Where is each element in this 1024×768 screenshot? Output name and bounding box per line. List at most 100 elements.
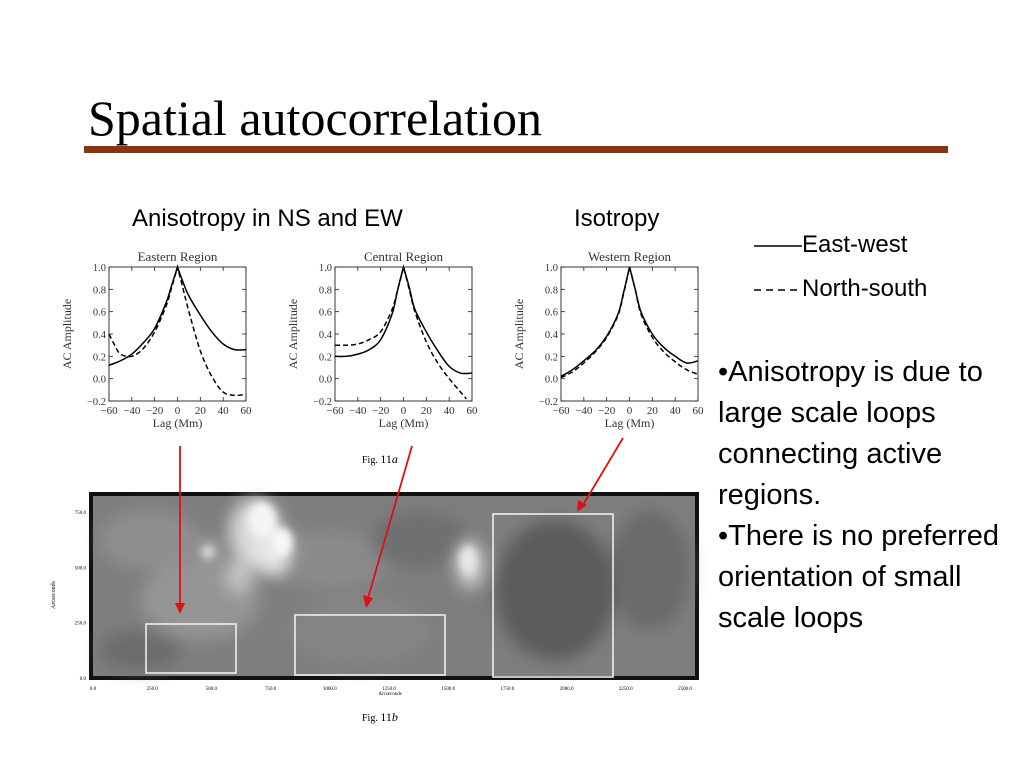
legend-east-west: East-west bbox=[752, 231, 907, 259]
bullet-list: •Anisotropy is due to large scale loops … bbox=[718, 352, 1022, 639]
north-south-series-line bbox=[560, 266, 699, 379]
image-x-tick-label: 2000.0 bbox=[560, 687, 574, 692]
solid-line-swatch bbox=[754, 244, 802, 247]
autocorrelation-chart: Western Region −60 −40 −20 0 20 40 60 −0.2 0.0 0.2… bbox=[512, 249, 704, 430]
image-y-tick-label: 250.0 bbox=[75, 622, 87, 627]
image-x-axis-title: Arcseconds bbox=[378, 692, 401, 697]
autocorrelation-chart: Eastern Region −60 −40 −20 0 20 40 60 −0.2 0.0 0.2… bbox=[60, 249, 252, 430]
image-y-axis-title: Arcseconds bbox=[51, 580, 57, 609]
plot-frame bbox=[560, 266, 699, 402]
dashed-line-swatch bbox=[754, 288, 802, 291]
x-tick-label: −60 bbox=[100, 405, 118, 417]
y-tick-label: 0.2 bbox=[93, 352, 106, 363]
image-y-tick-label: 500.0 bbox=[75, 566, 87, 571]
western-region-box bbox=[492, 513, 614, 678]
east-west-series-line bbox=[108, 264, 247, 366]
x-tick-label: 20 bbox=[647, 405, 659, 417]
image-y-tick-label: 750.0 bbox=[75, 511, 87, 516]
y-axis-title: AC Amplitude bbox=[60, 299, 74, 369]
eastern-region-box bbox=[145, 623, 237, 674]
slide-title: Spatial autocorrelation bbox=[88, 90, 543, 146]
x-tick-label: 60 bbox=[467, 405, 479, 417]
chart-title: Central Region bbox=[364, 249, 444, 264]
y-tick-label: 1.0 bbox=[319, 263, 332, 274]
y-tick-label: −0.2 bbox=[539, 397, 558, 408]
y-tick-label: 0.6 bbox=[93, 308, 106, 319]
figure-label-number: 11 bbox=[380, 710, 392, 724]
y-tick-label: 0.6 bbox=[545, 308, 558, 319]
x-tick-label: 0 bbox=[401, 405, 407, 417]
x-axis-title: Lag (Mm) bbox=[605, 416, 655, 430]
x-tick-label: 20 bbox=[195, 405, 207, 417]
y-axis-title: AC Amplitude bbox=[512, 299, 526, 369]
y-tick-label: 0.8 bbox=[545, 285, 558, 296]
x-tick-label: 20 bbox=[421, 405, 433, 417]
image-x-tick-label: 1250.0 bbox=[382, 687, 396, 692]
figure-label-prefix: Fig. bbox=[362, 713, 381, 724]
x-tick-label: 60 bbox=[693, 405, 705, 417]
y-tick-label: 0.4 bbox=[545, 330, 559, 341]
x-tick-label: −20 bbox=[372, 405, 390, 417]
east-west-series-line bbox=[560, 266, 699, 378]
bullet-item: •Anisotropy is due to large scale loops … bbox=[718, 356, 983, 511]
x-tick-label: 40 bbox=[218, 405, 230, 417]
east-west-series-line bbox=[334, 264, 473, 375]
y-tick-label: 1.0 bbox=[93, 263, 106, 274]
y-tick-label: 1.0 bbox=[545, 263, 558, 274]
y-tick-label: −0.2 bbox=[313, 397, 332, 408]
image-axis-ticks: 0.0 250.0 500.0 750.0 1000.0 1250.0 1500.0 1750… bbox=[75, 511, 693, 692]
x-tick-label: 60 bbox=[241, 405, 253, 417]
plot-frame bbox=[108, 266, 247, 402]
image-x-tick-label: 500.0 bbox=[206, 687, 218, 692]
isotropy-caption: Isotropy bbox=[574, 205, 660, 232]
image-x-tick-label: 750.0 bbox=[265, 687, 277, 692]
image-x-tick-label: 2500.0 bbox=[678, 687, 692, 692]
north-south-series-line bbox=[334, 266, 467, 400]
image-x-tick-label: 250.0 bbox=[147, 687, 159, 692]
x-tick-label: −60 bbox=[326, 405, 344, 417]
bullet-item: •There is no preferred orientation of sm… bbox=[718, 520, 999, 634]
figure-11a-label: Fig. 11a bbox=[362, 452, 398, 467]
figure-label-suffix: b bbox=[391, 710, 398, 724]
image-x-tick-label: 2250.0 bbox=[619, 687, 633, 692]
y-tick-label: 0.8 bbox=[93, 285, 106, 296]
image-x-tick-label: 1000.0 bbox=[323, 687, 337, 692]
x-tick-label: 40 bbox=[444, 405, 456, 417]
y-tick-label: 0.2 bbox=[319, 352, 332, 363]
y-tick-label: 0.0 bbox=[93, 375, 106, 386]
figure-label-prefix: Fig. bbox=[362, 455, 381, 466]
image-x-tick-label: 1750.0 bbox=[501, 687, 515, 692]
y-axis-title: AC Amplitude bbox=[286, 299, 300, 369]
central-region-box bbox=[294, 614, 446, 676]
y-tick-label: 0.2 bbox=[545, 352, 558, 363]
x-tick-label: −40 bbox=[123, 405, 141, 417]
x-tick-label: 0 bbox=[175, 405, 181, 417]
north-south-series-line bbox=[108, 264, 247, 397]
solar-image-panel: Arcseconds Arcseconds 0.0 250.0 500.0 750.0… bbox=[51, 492, 699, 697]
y-tick-label: 0.0 bbox=[545, 375, 558, 386]
x-axis-title: Lag (Mm) bbox=[379, 416, 429, 430]
x-tick-label: −20 bbox=[146, 405, 164, 417]
title-rule bbox=[84, 146, 948, 153]
figure-label-number: 11 bbox=[380, 452, 392, 466]
x-tick-label: −40 bbox=[349, 405, 367, 417]
image-x-tick-label: 0.0 bbox=[90, 687, 97, 692]
x-axis-title: Lag (Mm) bbox=[153, 416, 203, 430]
autocorrelation-charts: Eastern Region −60 −40 −20 0 20 40 60 −0.2 0.0 0.2… bbox=[60, 249, 704, 430]
legend-east-west-label: East-west bbox=[802, 231, 908, 258]
figure-label-suffix: a bbox=[391, 452, 398, 466]
anisotropy-caption: Anisotropy in NS and EW bbox=[132, 205, 403, 232]
image-y-tick-label: 0.0 bbox=[80, 677, 87, 682]
y-tick-label: 0.4 bbox=[93, 330, 107, 341]
y-tick-label: −0.2 bbox=[87, 397, 106, 408]
x-tick-label: 0 bbox=[627, 405, 633, 417]
autocorrelation-chart: Central Region −60 −40 −20 0 20 40 60 −0.2 0.0 0.2… bbox=[286, 249, 478, 430]
y-tick-label: 0.0 bbox=[319, 375, 332, 386]
chart-title: Western Region bbox=[588, 249, 672, 264]
x-tick-label: −20 bbox=[598, 405, 616, 417]
x-tick-label: −40 bbox=[575, 405, 593, 417]
chart-title: Eastern Region bbox=[138, 249, 218, 264]
legend-north-south-label: North-south bbox=[802, 275, 928, 302]
x-tick-label: 40 bbox=[670, 405, 682, 417]
y-tick-label: 0.4 bbox=[319, 330, 333, 341]
